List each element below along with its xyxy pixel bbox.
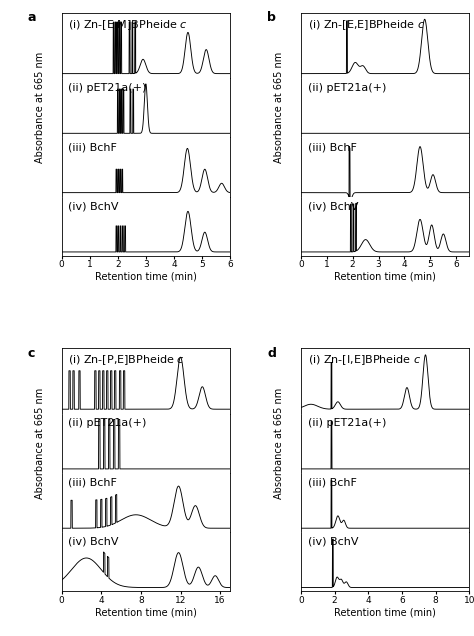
Text: d: d <box>267 347 276 360</box>
Text: (iv) BchV: (iv) BchV <box>308 537 358 547</box>
Text: (ii) pET21a(+): (ii) pET21a(+) <box>68 83 147 93</box>
Text: (i) Zn-[I,E]BPheide $\it{c}$: (i) Zn-[I,E]BPheide $\it{c}$ <box>308 354 421 368</box>
Y-axis label: Absorbance at 665 nm: Absorbance at 665 nm <box>274 387 284 499</box>
Text: (iv) BchV: (iv) BchV <box>308 202 358 211</box>
Text: b: b <box>267 11 276 24</box>
Text: (iii) BchF: (iii) BchF <box>68 142 117 152</box>
Text: (ii) pET21a(+): (ii) pET21a(+) <box>308 83 386 93</box>
Text: (iii) BchF: (iii) BchF <box>68 478 117 488</box>
Text: a: a <box>28 11 36 24</box>
X-axis label: Retention time (min): Retention time (min) <box>95 272 197 282</box>
Y-axis label: Absorbance at 665 nm: Absorbance at 665 nm <box>35 387 45 499</box>
Text: (i) Zn-[E,E]BPheide $\it{c}$: (i) Zn-[E,E]BPheide $\it{c}$ <box>308 18 425 32</box>
Text: (iv) BchV: (iv) BchV <box>68 202 119 211</box>
X-axis label: Retention time (min): Retention time (min) <box>334 272 436 282</box>
Y-axis label: Absorbance at 665 nm: Absorbance at 665 nm <box>35 52 45 163</box>
Text: (ii) pET21a(+): (ii) pET21a(+) <box>308 418 386 428</box>
Text: (i) Zn-[P,E]BPheide $\it{c}$: (i) Zn-[P,E]BPheide $\it{c}$ <box>68 354 185 368</box>
Y-axis label: Absorbance at 665 nm: Absorbance at 665 nm <box>274 52 284 163</box>
Text: (ii) pET21a(+): (ii) pET21a(+) <box>68 418 147 428</box>
Text: (iv) BchV: (iv) BchV <box>68 537 119 547</box>
Text: (iii) BchF: (iii) BchF <box>308 478 356 488</box>
X-axis label: Retention time (min): Retention time (min) <box>334 607 436 618</box>
Text: (i) Zn-[E,M]BPheide $\it{c}$: (i) Zn-[E,M]BPheide $\it{c}$ <box>68 18 188 32</box>
Text: (iii) BchF: (iii) BchF <box>308 142 356 152</box>
Text: c: c <box>28 347 35 360</box>
X-axis label: Retention time (min): Retention time (min) <box>95 607 197 618</box>
